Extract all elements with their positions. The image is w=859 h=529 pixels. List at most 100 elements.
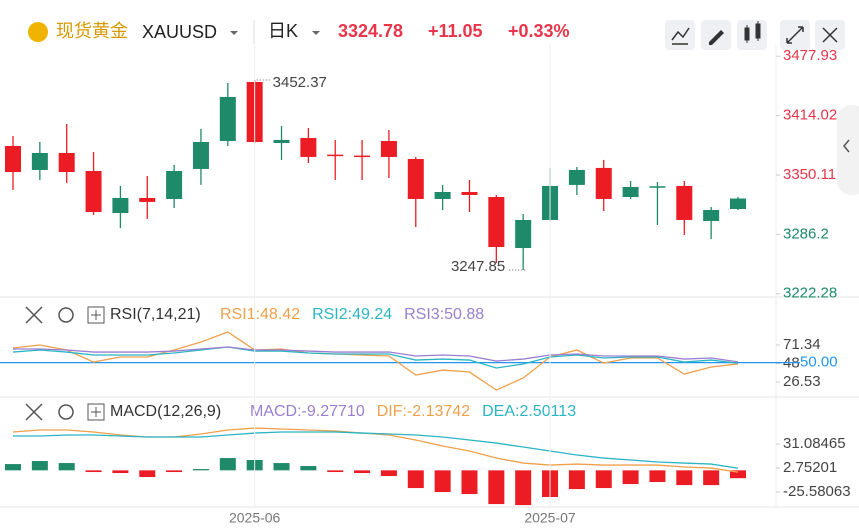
x-tick-label: 2025-07 (524, 510, 576, 526)
macd-bar (434, 470, 451, 493)
indicator-line (12, 346, 739, 369)
draw-icon (709, 30, 724, 45)
price: 3324.78 (338, 21, 403, 41)
plus (91, 310, 101, 320)
candle-body (354, 155, 371, 158)
y-tick-label: 31.08465 (783, 435, 846, 452)
legend-entry: RSI1:48.42 (220, 306, 300, 323)
macd-bar (380, 470, 397, 477)
indicator-line (13, 346, 739, 363)
macd-bar (649, 470, 666, 483)
candle-body (327, 154, 344, 157)
indicator-line (12, 331, 739, 391)
macd-add[interactable] (87, 403, 105, 421)
macd-bar (31, 461, 48, 471)
header: 现货黄金 XAUUSD 日K 3324.78 +11.05 +0.33% (28, 20, 845, 50)
fullscreen-icon (786, 26, 804, 44)
symbol[interactable]: XAUUSD (142, 22, 217, 42)
remove-rsi[interactable] (25, 306, 43, 324)
instrument-name[interactable]: 现货黄金 (56, 21, 128, 41)
rsi-add[interactable] (87, 306, 105, 324)
dropdown-arrow[interactable] (230, 31, 238, 35)
indicator-icon (671, 27, 690, 45)
candle-button[interactable] (737, 20, 767, 50)
macd-bar (676, 470, 693, 486)
candle-body (649, 186, 666, 188)
macd-bar (568, 470, 585, 490)
candle-body (434, 192, 451, 199)
legend-entry: RSI3:50.88 (404, 306, 484, 323)
y-tick-label: -25.58063 (783, 483, 851, 500)
macd-bar (192, 469, 209, 471)
candle-body (461, 192, 478, 195)
candle-body (730, 198, 746, 210)
macd-bar (703, 470, 720, 486)
candle-body (85, 171, 102, 212)
candle-body (380, 140, 397, 157)
macd-bar (730, 470, 746, 479)
reference-label-bg (800, 354, 850, 371)
legend-entry: MACD:-9.27710 (250, 403, 365, 420)
candle-body (568, 169, 585, 185)
macd-bar (622, 470, 639, 485)
candle-body (622, 186, 639, 198)
macd-bar (166, 470, 183, 473)
y-tick-label: 3477.93 (783, 47, 837, 64)
period[interactable]: 日K (268, 21, 298, 41)
macd-bar (273, 463, 290, 471)
side-arrow (843, 139, 850, 153)
candle-body (273, 139, 290, 144)
candle-body (112, 197, 129, 213)
macd-bar (58, 463, 75, 471)
indicator-line (12, 427, 739, 473)
legend-entry: RSI2:49.24 (312, 306, 392, 323)
candle-body (703, 210, 720, 221)
remove-macd[interactable] (25, 403, 43, 421)
candle-body (407, 159, 424, 199)
macd-bar (112, 470, 129, 474)
candle-body (166, 171, 183, 199)
legend-entry: DEA:2.50113 (482, 403, 576, 420)
candle-body (300, 138, 317, 157)
macd-bar (5, 464, 21, 471)
y-tick-label: 3350.11 (783, 166, 836, 183)
candle-body (595, 167, 612, 199)
candle-body (488, 197, 505, 248)
candle-body (31, 152, 48, 170)
x-tick-label: 2025-06 (229, 510, 281, 526)
macd-bar (461, 470, 478, 495)
legend-entry: DIF:-2.13742 (377, 403, 470, 420)
macd-bar (515, 470, 532, 506)
macd-bar (300, 466, 317, 471)
indicator-title: MACD(12,26,9) (110, 403, 221, 420)
candle-body (5, 146, 21, 173)
indicator-title: RSI(7,14,21) (110, 306, 201, 323)
macd-bar (85, 470, 102, 473)
dropdown-arrow[interactable] (312, 31, 320, 35)
indicator-line (13, 431, 739, 469)
macd-bar (595, 470, 612, 489)
y-tick-label: 71.34 (783, 336, 821, 353)
gold-icon (28, 22, 48, 42)
y-tick-label: 26.53 (783, 373, 821, 390)
close-icon (822, 27, 838, 43)
macd-bar (139, 470, 156, 478)
rsi-settings[interactable] (58, 307, 74, 323)
change-pct: +0.33% (508, 21, 570, 41)
candle-body (192, 142, 209, 169)
candle-body (219, 96, 236, 141)
macd-bar (407, 470, 424, 489)
macd-settings[interactable] (58, 404, 74, 420)
change: +11.05 (428, 21, 483, 41)
candle-body (58, 152, 75, 173)
y-tick-label: 3414.02 (783, 107, 837, 124)
plus (91, 407, 101, 417)
macd-bar (327, 470, 344, 473)
y-tick-label: 3286.2 (783, 225, 829, 242)
annotation: 3452.37 (273, 74, 327, 91)
candle-body (139, 197, 156, 202)
y-tick-label: 2.75201 (783, 459, 837, 476)
macd-bar (354, 470, 371, 474)
candle-body (515, 219, 532, 249)
